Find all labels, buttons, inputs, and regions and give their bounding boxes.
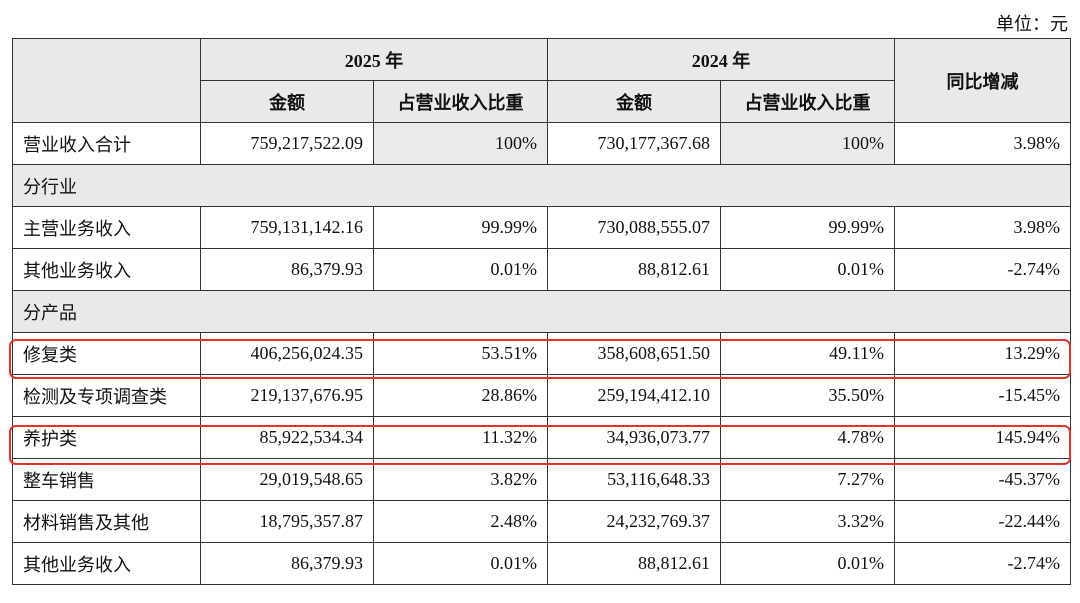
row-label: 材料销售及其他 <box>12 500 201 543</box>
cell: 100% <box>373 122 548 165</box>
row-label: 分产品 <box>12 290 1071 333</box>
cell: 3.98% <box>894 206 1071 249</box>
sub-header: 金额 <box>547 80 721 123</box>
row-label: 整车销售 <box>12 458 201 501</box>
table-row: 其他业务收入 86,379.93 0.01% 88,812.61 0.01% -2.74% <box>12 542 1071 585</box>
cell: 7.27% <box>720 458 895 501</box>
table-row: 其他业务收入 86,379.93 0.01% 88,812.61 0.01% -2.74% <box>12 248 1071 291</box>
sub-header: 占营业收入比重 <box>373 80 548 123</box>
sub-header: 金额 <box>200 80 374 123</box>
cell: 0.01% <box>720 542 895 585</box>
cell: 0.01% <box>373 248 548 291</box>
cell: 3.98% <box>894 122 1071 165</box>
revenue-table: 2025 年 2024 年 同比增减 金额 占营业收入比重 金额 占营业收入比重… <box>12 38 1071 585</box>
cell: 11.32% <box>373 416 548 459</box>
cell: 49.11% <box>720 332 895 375</box>
row-label: 分行业 <box>12 164 1071 207</box>
cell: 13.29% <box>894 332 1071 375</box>
cell: 100% <box>720 122 895 165</box>
cell: -2.74% <box>894 248 1071 291</box>
cell: 4.78% <box>720 416 895 459</box>
table-row: 分产品 <box>12 290 1071 333</box>
row-label: 主营业务收入 <box>12 206 201 249</box>
cell: -45.37% <box>894 458 1071 501</box>
unit-label: 单位：元 <box>996 14 1068 34</box>
cell: 259,194,412.10 <box>547 374 721 417</box>
cell: 88,812.61 <box>547 542 721 585</box>
year-header: 2024 年 <box>547 38 895 81</box>
cell: 730,177,367.68 <box>547 122 721 165</box>
row-label: 检测及专项调查类 <box>12 374 201 417</box>
table-row: 材料销售及其他 18,795,357.87 2.48% 24,232,769.37 3.… <box>12 500 1071 543</box>
row-label: 营业收入合计 <box>12 122 201 165</box>
yoy-header: 同比增减 <box>894 38 1071 123</box>
cell: -15.45% <box>894 374 1071 417</box>
cell: 0.01% <box>373 542 548 585</box>
cell: 2.48% <box>373 500 548 543</box>
row-label: 其他业务收入 <box>12 248 201 291</box>
cell: 99.99% <box>373 206 548 249</box>
table-row: 养护类 85,922,534.34 11.32% 34,936,073.77 4.78%… <box>12 416 1071 459</box>
cell: 86,379.93 <box>200 542 374 585</box>
cell: 29,019,548.65 <box>200 458 374 501</box>
cell: 35.50% <box>720 374 895 417</box>
cell: 358,608,651.50 <box>547 332 721 375</box>
table-row: 修复类 406,256,024.35 53.51% 358,608,651.50 49.… <box>12 332 1071 375</box>
cell: 24,232,769.37 <box>547 500 721 543</box>
cell: 759,131,142.16 <box>200 206 374 249</box>
cell: 406,256,024.35 <box>200 332 374 375</box>
table-row: 营业收入合计 759,217,522.09 100% 730,177,367.68 10… <box>12 122 1071 165</box>
cell: 18,795,357.87 <box>200 500 374 543</box>
row-label: 养护类 <box>12 416 201 459</box>
corner-cell <box>12 38 201 123</box>
table-row: 整车销售 29,019,548.65 3.82% 53,116,648.33 7.27%… <box>12 458 1071 501</box>
cell: -22.44% <box>894 500 1071 543</box>
cell: 3.82% <box>373 458 548 501</box>
cell: 85,922,534.34 <box>200 416 374 459</box>
cell: 145.94% <box>894 416 1071 459</box>
sub-header: 占营业收入比重 <box>720 80 895 123</box>
year-header: 2025 年 <box>200 38 548 81</box>
cell: 53.51% <box>373 332 548 375</box>
cell: 34,936,073.77 <box>547 416 721 459</box>
cell: 219,137,676.95 <box>200 374 374 417</box>
cell: 28.86% <box>373 374 548 417</box>
cell: 53,116,648.33 <box>547 458 721 501</box>
table-row: 检测及专项调查类 219,137,676.95 28.86% 259,194,412.… <box>12 374 1071 417</box>
cell: -2.74% <box>894 542 1071 585</box>
cell: 759,217,522.09 <box>200 122 374 165</box>
cell: 3.32% <box>720 500 895 543</box>
cell: 86,379.93 <box>200 248 374 291</box>
table-row: 主营业务收入 759,131,142.16 99.99% 730,088,555.07… <box>12 206 1071 249</box>
table-row: 分行业 <box>12 164 1071 207</box>
row-label: 其他业务收入 <box>12 542 201 585</box>
row-label: 修复类 <box>12 332 201 375</box>
cell: 88,812.61 <box>547 248 721 291</box>
cell: 0.01% <box>720 248 895 291</box>
cell: 99.99% <box>720 206 895 249</box>
cell: 730,088,555.07 <box>547 206 721 249</box>
